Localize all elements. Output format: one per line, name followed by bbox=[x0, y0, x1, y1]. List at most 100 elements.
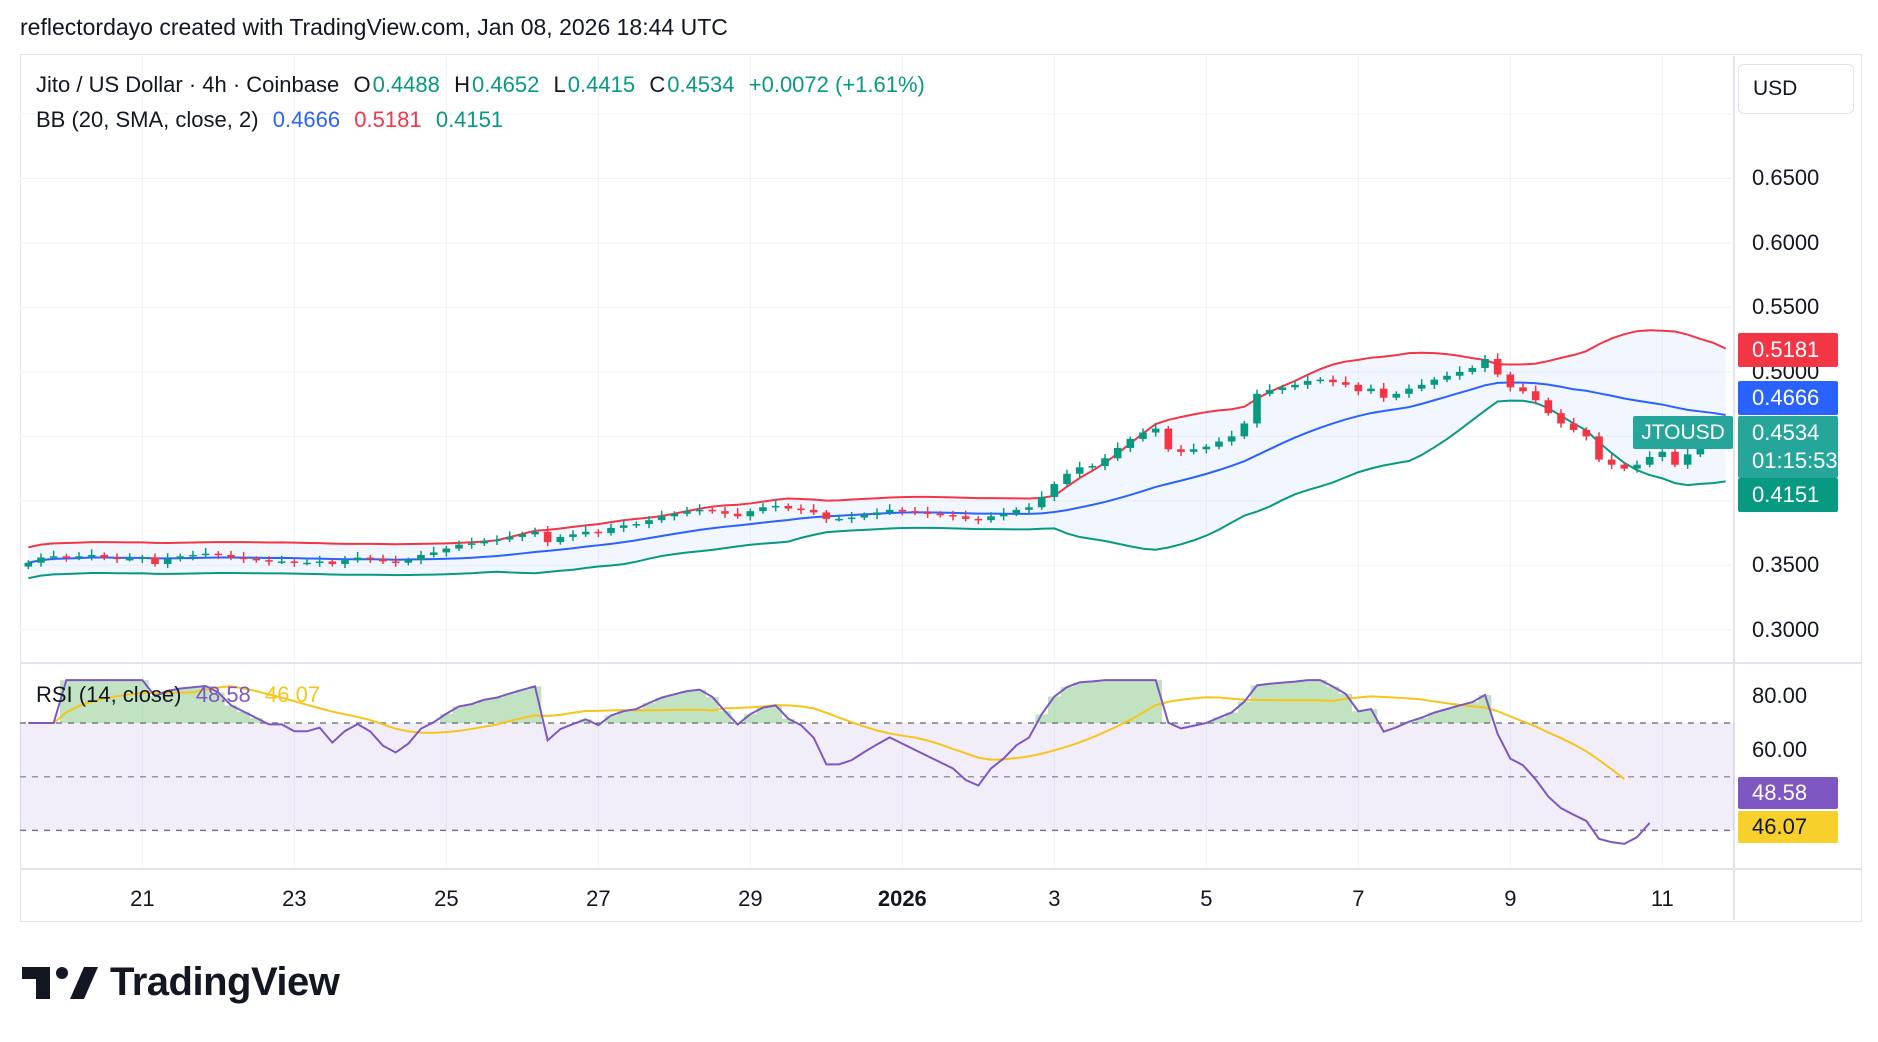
candle-body bbox=[619, 525, 628, 528]
candle-body bbox=[1354, 384, 1363, 392]
candle-body bbox=[1671, 451, 1679, 465]
bb-upper-value: 0.5181 bbox=[354, 107, 422, 132]
candle-body bbox=[1126, 438, 1135, 448]
time-tick-label: 25 bbox=[434, 886, 459, 911]
candle-body bbox=[62, 556, 71, 558]
bb-label[interactable]: BB (20, SMA, close, 2) bbox=[36, 107, 259, 132]
price-tick-label: 0.6000 bbox=[1752, 229, 1820, 255]
candle-body bbox=[1582, 429, 1591, 437]
candle-body bbox=[759, 507, 767, 512]
price-tick-label: 0.3500 bbox=[1752, 552, 1820, 578]
chart-caption: reflectordayo created with TradingView.c… bbox=[20, 14, 728, 40]
time-tick-label: 7 bbox=[1352, 886, 1365, 911]
candle-body bbox=[75, 556, 83, 558]
candle-body bbox=[1050, 484, 1059, 497]
candle-body bbox=[1595, 436, 1603, 460]
candle-body bbox=[898, 509, 907, 512]
candle-body bbox=[113, 557, 121, 560]
chart-canvas[interactable] bbox=[0, 0, 1878, 940]
tradingview-logo-icon bbox=[22, 966, 98, 999]
candle-body bbox=[1164, 428, 1173, 450]
candle-body bbox=[391, 561, 400, 563]
candle-body bbox=[657, 516, 666, 521]
candle-body bbox=[189, 554, 197, 557]
candle-body bbox=[961, 516, 970, 519]
candle-body bbox=[784, 505, 793, 509]
candle-body bbox=[1455, 371, 1464, 376]
bb-lower-value: 0.4151 bbox=[435, 107, 504, 132]
candle-body bbox=[645, 520, 653, 525]
candle-body bbox=[835, 518, 843, 521]
change-value: +0.0072 (+1.61%) bbox=[748, 72, 925, 97]
bb-lower-line bbox=[28, 399, 1726, 580]
bb-lower-tag: 0.4151 bbox=[1738, 478, 1838, 512]
candle-body bbox=[1177, 449, 1185, 452]
candle-body bbox=[708, 509, 717, 512]
bb-basis-value: 0.4666 bbox=[272, 107, 341, 132]
candle-body bbox=[949, 515, 957, 517]
candle-body bbox=[1493, 359, 1502, 375]
candle-body bbox=[100, 554, 109, 558]
candle-body bbox=[1037, 496, 1046, 508]
candle-body bbox=[1379, 388, 1388, 398]
open-label: O bbox=[353, 72, 371, 97]
candle-body bbox=[505, 536, 514, 540]
candle-body bbox=[873, 512, 881, 516]
candle-body bbox=[1481, 359, 1489, 369]
candle-body bbox=[353, 557, 362, 561]
bar-countdown: 01:15:53 bbox=[1752, 448, 1838, 473]
candle-body bbox=[1303, 380, 1312, 385]
candle-body bbox=[1088, 466, 1097, 468]
candle-body bbox=[1443, 375, 1451, 380]
candle-body bbox=[936, 513, 945, 516]
candle-body bbox=[1329, 379, 1337, 383]
candle-body bbox=[290, 561, 299, 563]
candle-body bbox=[1265, 389, 1274, 394]
candle-body bbox=[822, 512, 831, 519]
candle-body bbox=[404, 560, 413, 563]
candle-body bbox=[1113, 447, 1122, 459]
open-value: 0.4488 bbox=[372, 72, 440, 97]
time-tick-label: 5 bbox=[1200, 886, 1213, 911]
chart-frame bbox=[20, 54, 1862, 922]
candle-body bbox=[569, 534, 577, 537]
candle-body bbox=[695, 509, 704, 512]
candle-body bbox=[1063, 473, 1071, 485]
candle-body bbox=[1151, 428, 1160, 433]
candle-body bbox=[594, 531, 603, 534]
candle-body bbox=[670, 513, 679, 517]
rsi-label[interactable]: RSI (14, close) bbox=[36, 682, 182, 707]
time-tick-label: 11 bbox=[1650, 886, 1674, 911]
bb-fill bbox=[28, 330, 1726, 579]
candle-body bbox=[1519, 387, 1527, 392]
candle-body bbox=[1012, 509, 1021, 514]
candle-body bbox=[1139, 432, 1147, 439]
candle-body bbox=[531, 531, 539, 535]
candle-body bbox=[1189, 449, 1198, 452]
candle-body bbox=[214, 553, 223, 556]
symbol-title[interactable]: Jito / US Dollar · 4h · Coinbase bbox=[36, 72, 340, 97]
candle-body bbox=[379, 558, 387, 562]
candle-body bbox=[455, 544, 463, 549]
bb-basis-tag: 0.4666 bbox=[1738, 381, 1838, 415]
candle-body bbox=[37, 557, 45, 563]
candle-body bbox=[1620, 464, 1629, 469]
candle-body bbox=[923, 512, 932, 514]
candle-body bbox=[125, 558, 134, 561]
rsi-value: 48.58 bbox=[195, 682, 251, 707]
rsi-ma-value: 46.07 bbox=[265, 682, 321, 707]
candle-body bbox=[1506, 374, 1515, 388]
candle-body bbox=[1075, 467, 1084, 474]
bb-legend: BB (20, SMA, close, 2) 0.4666 0.5181 0.4… bbox=[36, 107, 505, 133]
tradingview-logo[interactable]: TradingView bbox=[22, 960, 340, 1005]
candle-body bbox=[1278, 387, 1287, 390]
candle-body bbox=[987, 516, 995, 521]
candle-body bbox=[847, 517, 856, 520]
rsi-ma-line bbox=[28, 685, 1625, 780]
candle-body bbox=[303, 562, 311, 565]
currency-button[interactable]: USD bbox=[1738, 64, 1854, 114]
close-label: C bbox=[649, 72, 666, 97]
candle-body bbox=[1025, 507, 1033, 510]
candle-body bbox=[1240, 423, 1249, 437]
candle-body bbox=[1253, 393, 1261, 424]
